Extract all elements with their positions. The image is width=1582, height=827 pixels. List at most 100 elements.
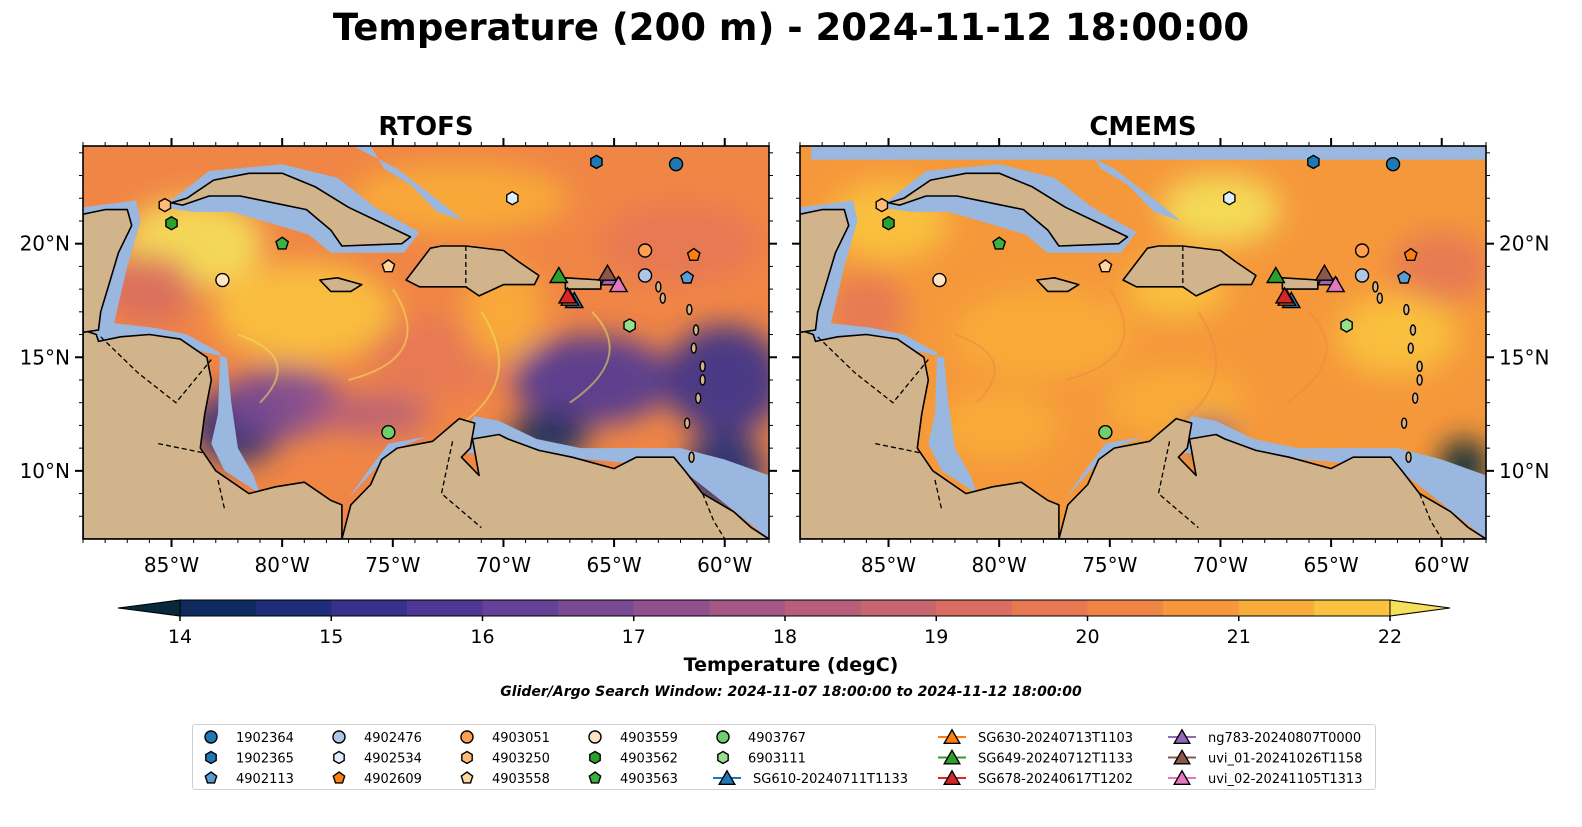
temperature-patch <box>600 203 761 284</box>
marker-4903559 <box>932 272 947 288</box>
marker-4903562 <box>165 215 178 231</box>
colorbar-bin <box>180 600 257 616</box>
marker-SG678-20240617T1202 <box>1274 286 1295 304</box>
marker-4903558 <box>381 259 396 273</box>
island <box>683 417 691 429</box>
island <box>699 360 706 373</box>
legend-marker <box>332 730 346 744</box>
panel-title-cmems: CMEMS <box>1089 112 1197 142</box>
x-tick-label: 75°W <box>365 553 420 577</box>
legend-label: 4903562 <box>620 752 678 767</box>
x-tick-label: 85°W <box>861 553 916 577</box>
island <box>659 292 666 304</box>
island <box>686 303 693 316</box>
eddy-filaments <box>237 288 611 427</box>
island <box>1400 417 1408 429</box>
legend-label: 4903250 <box>492 752 550 767</box>
marker-uvi_01-20241026T1158 <box>597 263 618 281</box>
marker-4902609 <box>686 247 701 261</box>
marker-4903767 <box>381 425 396 440</box>
land-edge <box>83 539 769 550</box>
cuba-land <box>887 172 1129 247</box>
marker-4902113 <box>680 270 695 284</box>
marker-1902364 <box>668 156 684 172</box>
marker-4902476 <box>1354 268 1370 283</box>
colorbar-bin <box>406 600 483 616</box>
island <box>655 281 662 293</box>
temperature-patch <box>214 261 395 362</box>
colorbar-tick-label: 17 <box>622 626 646 648</box>
legend-marker <box>205 750 217 765</box>
temperature-patch <box>1228 339 1389 420</box>
colorbar-tick-label: 20 <box>1075 626 1099 648</box>
centralAmerica-land <box>800 329 1060 539</box>
y-tick-label: 15°N <box>1499 345 1549 369</box>
legend-item: 1902365 <box>205 750 294 767</box>
legend-label: 1902365 <box>236 752 294 767</box>
island <box>692 324 700 336</box>
legend-item: SG630-20240713T1103 <box>938 728 1133 746</box>
marker-SG649-20240712T1133 <box>548 266 569 284</box>
temperature-patch <box>1391 231 1486 302</box>
legend-item: 4902609 <box>332 771 422 787</box>
eddy-filament <box>954 333 996 404</box>
border-line <box>440 441 482 529</box>
legend-item: 4903051 <box>460 730 550 746</box>
colorbar-bin <box>936 600 1013 616</box>
map-frame <box>799 145 1487 540</box>
country-borders <box>100 245 726 539</box>
island <box>688 451 695 463</box>
colorbar-bin <box>255 600 332 616</box>
yucatan-land <box>83 208 133 334</box>
marker-1902364 <box>1385 156 1401 172</box>
temperature-patch <box>1337 294 1458 375</box>
legend-item: 4903562 <box>589 750 678 767</box>
hispaniola-land <box>405 245 540 297</box>
island <box>699 374 706 386</box>
legend-label: 4903767 <box>748 731 806 746</box>
eddy-filament <box>1286 311 1328 404</box>
marker-1902365 <box>1307 154 1320 170</box>
x-tick-label: 70°W <box>476 553 531 577</box>
legend-item: 4902113 <box>204 771 294 787</box>
island <box>1403 303 1410 316</box>
puertoRico-land <box>1281 277 1319 290</box>
jamaica-land <box>1036 277 1080 293</box>
legend-item: SG678-20240617T1202 <box>938 769 1133 787</box>
legend-marker <box>942 748 962 765</box>
legend: 1902364 1902365 4902113 4902476 4902534 49026… <box>192 724 1376 790</box>
temperature-patch <box>104 254 195 325</box>
colorbar-tick-label: 19 <box>924 626 948 648</box>
marker-4903558 <box>1098 259 1113 273</box>
legend-marker <box>1172 748 1192 765</box>
island <box>1411 392 1419 404</box>
legend-label: 4902534 <box>364 752 422 767</box>
eddy-filament <box>1175 311 1217 427</box>
legend-item: 4903563 <box>588 771 678 787</box>
colorbar-tick-label: 21 <box>1227 626 1251 648</box>
legend-label: 4902476 <box>364 731 422 746</box>
legend-marker <box>588 771 602 784</box>
temperature-patch <box>222 367 343 438</box>
marker-6903111 <box>623 318 636 333</box>
legend-marker <box>717 769 737 785</box>
marker-SG678-20240617T1202 <box>557 286 578 304</box>
legend-item: 6903111 <box>717 750 806 767</box>
temperature-patch <box>664 324 769 435</box>
legend-label: SG610-20240711T1133 <box>753 772 908 787</box>
shallow-shelf <box>348 436 426 499</box>
marker-4902534 <box>1222 190 1236 206</box>
legend-label: 4903559 <box>620 731 678 746</box>
colorbar-tick-label: 14 <box>168 626 192 648</box>
marker-4903250 <box>158 197 172 213</box>
colorbar-bin <box>860 600 937 616</box>
colorbar: 14 15 16 17 18 19 20 21 22 <box>117 599 1451 648</box>
eddy-filaments <box>954 288 1328 427</box>
y-tick-label: 10°N <box>20 459 70 483</box>
colorbar-bin <box>482 600 559 616</box>
eddy-filament <box>458 311 500 427</box>
eddy-filament <box>1065 288 1126 381</box>
marker-4903767 <box>1098 425 1113 440</box>
border-line <box>1157 441 1199 529</box>
